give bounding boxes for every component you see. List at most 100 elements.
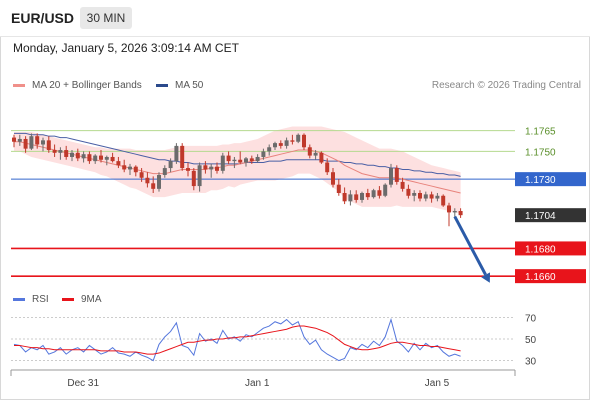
candle-body xyxy=(17,138,22,142)
legend-ma50: MA 50 xyxy=(156,80,203,91)
candle-body xyxy=(336,184,341,193)
candle-body xyxy=(435,195,440,199)
candle-body xyxy=(354,194,359,200)
candle-body xyxy=(29,136,34,149)
candle-body xyxy=(278,143,283,146)
candle-body xyxy=(41,140,45,145)
candle-body xyxy=(249,158,254,162)
rsi-line xyxy=(13,317,461,362)
candle-body xyxy=(209,166,214,170)
rsi-ma-line xyxy=(14,325,461,355)
bollinger-band-area xyxy=(14,126,461,214)
level-label-current: 1.1704 xyxy=(525,211,556,222)
candle-body xyxy=(145,177,150,184)
projection-arrowhead xyxy=(481,272,491,283)
candle-body xyxy=(284,140,289,146)
x-tick-label: Jan 1 xyxy=(245,378,270,389)
datetime-label: Monday, January 5, 2026 3:09:14 AM CET xyxy=(13,41,239,55)
candle-body xyxy=(157,174,161,189)
ma50-line xyxy=(14,132,461,177)
candle-body xyxy=(162,168,167,175)
legend-9ma: 9MA xyxy=(62,294,102,305)
candle-body xyxy=(174,145,179,162)
candle-body xyxy=(122,165,127,170)
level-badge-support-2 xyxy=(515,269,586,284)
ma9-swatch xyxy=(62,298,74,301)
candle-body xyxy=(99,155,103,160)
candle-body xyxy=(203,165,208,170)
candle-body xyxy=(104,156,109,160)
candle-body xyxy=(371,190,376,198)
candle-body xyxy=(75,152,80,159)
candle-body xyxy=(267,147,272,152)
candle-body xyxy=(383,184,388,196)
rsi-legend-label: RSI xyxy=(32,294,49,305)
candle-body xyxy=(238,159,243,163)
top-bar: EUR/USD 30 MIN xyxy=(0,0,590,36)
candle-body xyxy=(244,158,248,163)
candle-body xyxy=(325,162,330,173)
ma9-legend-label: 9MA xyxy=(81,294,102,305)
candle-body xyxy=(261,151,266,157)
level-badge-support-1 xyxy=(515,241,586,256)
candle-body xyxy=(302,134,306,148)
rsi-swatch xyxy=(13,298,25,301)
ma20-swatch xyxy=(13,84,25,87)
rsi-tick-label: 50 xyxy=(525,335,537,346)
candle-body xyxy=(319,152,324,163)
candle-body xyxy=(46,140,51,151)
copyright-text: Research © 2026 Trading Central xyxy=(431,80,581,91)
candle-body xyxy=(342,193,347,202)
candle-body xyxy=(394,168,399,182)
candle-body xyxy=(418,193,422,199)
candle-body xyxy=(23,138,28,149)
symbol-label: EUR/USD xyxy=(11,10,75,26)
ma20-legend-label: MA 20 + Bollinger Bands xyxy=(32,80,142,91)
candle-body xyxy=(400,181,405,189)
candle-body xyxy=(151,183,156,189)
candle-body xyxy=(133,166,138,173)
candle-body xyxy=(406,188,411,196)
candle-body xyxy=(87,154,92,162)
candle-body xyxy=(447,205,451,213)
level-badge-pivot xyxy=(515,172,586,187)
timeframe-button[interactable]: 30 MIN xyxy=(80,7,132,29)
candle-body xyxy=(423,194,428,199)
top-divider xyxy=(0,36,590,37)
candle-body xyxy=(35,136,40,145)
candle-body xyxy=(331,172,335,185)
candle-body xyxy=(412,193,417,196)
candle-body xyxy=(452,211,457,213)
candle-body xyxy=(64,150,69,157)
ma50-swatch xyxy=(156,84,168,87)
candle-body xyxy=(110,156,115,162)
level-label-resistance-2: 1.1765 xyxy=(525,127,556,138)
candle-body xyxy=(128,166,132,170)
candle-body xyxy=(296,134,301,142)
candle-body xyxy=(360,193,364,200)
candle-body xyxy=(220,155,225,171)
candle-body xyxy=(429,194,434,199)
candle-body xyxy=(52,150,57,153)
candle-body xyxy=(12,137,16,142)
candle-body xyxy=(81,154,86,159)
projection-arrow xyxy=(453,215,487,276)
candle-body xyxy=(365,193,370,198)
candle-body xyxy=(58,150,63,153)
level-label-support-2: 1.1660 xyxy=(525,272,556,283)
level-badge-current xyxy=(515,208,586,223)
candle-body xyxy=(226,155,231,162)
candle-body xyxy=(168,161,173,169)
candle-body xyxy=(307,147,312,156)
candle-body xyxy=(191,170,196,187)
candle-body xyxy=(70,152,74,157)
candle-body xyxy=(215,166,219,171)
legend-rsi: RSI xyxy=(13,294,49,305)
level-label-support-1: 1.1680 xyxy=(525,244,556,255)
level-label-pivot: 1.1730 xyxy=(525,175,556,186)
candle-body xyxy=(93,155,98,162)
candle-body xyxy=(441,195,446,206)
candle-body xyxy=(290,140,295,142)
